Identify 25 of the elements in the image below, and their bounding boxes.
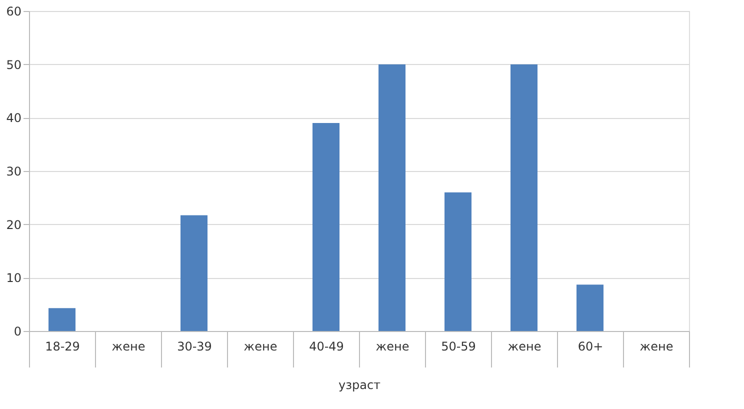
bar — [378, 64, 406, 331]
x-tick-label: 50-59 — [441, 340, 476, 354]
bar — [48, 308, 76, 331]
x-tick-label: жене — [244, 340, 278, 354]
bar — [444, 192, 472, 331]
y-tick-label: 0 — [14, 324, 22, 338]
x-tick-label: 30-39 — [177, 340, 212, 354]
y-tick-label: 50 — [6, 58, 22, 72]
x-tick-label: жене — [376, 340, 410, 354]
x-tick-label: жене — [508, 340, 542, 354]
y-tick-label: 40 — [6, 111, 22, 126]
y-tick-label: 60 — [6, 4, 22, 18]
y-tick-label: 10 — [6, 271, 22, 286]
x-tick-label: 60+ — [578, 340, 604, 354]
bar — [576, 284, 604, 331]
x-tick-label: 18-29 — [45, 340, 80, 354]
bar — [510, 64, 538, 331]
y-tick-label: 30 — [6, 164, 22, 178]
bar — [180, 215, 208, 331]
x-axis-title: узраст — [338, 378, 381, 392]
x-tick-label: 40-49 — [309, 340, 344, 354]
x-tick-label: жене — [112, 340, 146, 354]
x-tick-label: жене — [640, 340, 674, 354]
y-tick-label: 20 — [6, 218, 22, 232]
bar — [312, 123, 340, 331]
